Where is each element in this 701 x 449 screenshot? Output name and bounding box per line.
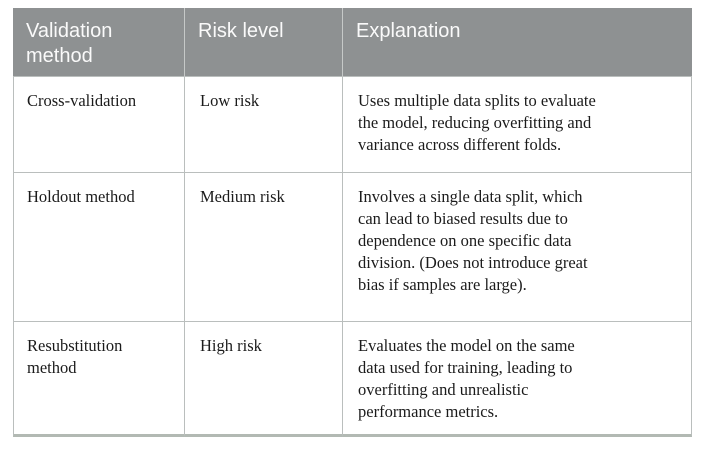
cell-risk-level: Medium risk — [185, 173, 343, 322]
cell-method: Holdout method — [13, 173, 185, 322]
table-header-row: Validation method Risk level Explanation — [13, 8, 692, 77]
header-cell-validation-method: Validation method — [13, 8, 185, 77]
cell-explanation: Evaluates the model on the same data use… — [343, 322, 692, 437]
cell-risk-level: High risk — [185, 322, 343, 437]
table-row-cross-validation: Cross-validation Low risk Uses multiple … — [13, 77, 692, 173]
cell-explanation: Involves a single data split, which can … — [343, 173, 692, 322]
cell-explanation: Uses multiple data splits to evaluate th… — [343, 77, 692, 173]
cell-risk-level: Low risk — [185, 77, 343, 173]
validation-risk-table: Validation method Risk level Explanation… — [13, 8, 692, 437]
header-cell-explanation: Explanation — [343, 8, 692, 77]
header-cell-risk-level: Risk level — [185, 8, 343, 77]
table-row-resubstitution-method: Resubstitution method High risk Evaluate… — [13, 322, 692, 437]
cell-method: Cross-validation — [13, 77, 185, 173]
cell-method: Resubstitution method — [13, 322, 185, 437]
table-row-holdout-method: Holdout method Medium risk Involves a si… — [13, 173, 692, 322]
